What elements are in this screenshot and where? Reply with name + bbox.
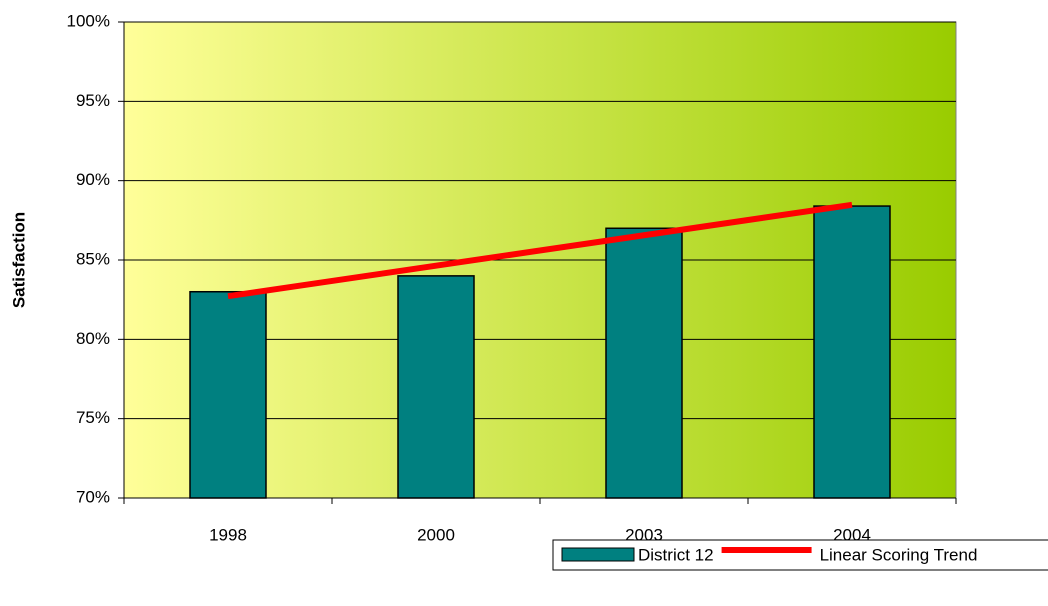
y-tick-label: 85% xyxy=(76,249,110,268)
bar xyxy=(605,227,683,499)
y-tick-label: 100% xyxy=(67,11,110,30)
trend-line xyxy=(227,201,853,300)
y-axis-label: Satisfaction xyxy=(9,212,28,308)
legend xyxy=(552,539,1048,571)
y-tick-label: 90% xyxy=(76,170,110,189)
bar xyxy=(189,290,267,499)
y-tick-label: 95% xyxy=(76,91,110,110)
legend-swatch xyxy=(561,547,635,562)
y-tick-label: 70% xyxy=(76,487,110,506)
x-tick-label: 2000 xyxy=(417,525,455,544)
bar xyxy=(397,275,475,499)
y-tick-label: 75% xyxy=(76,408,110,427)
x-tick-label: 1998 xyxy=(209,525,247,544)
legend-label: Linear Scoring Trend xyxy=(820,545,978,564)
legend-label: District 12 xyxy=(638,545,714,564)
bar xyxy=(813,205,891,499)
y-tick-label: 80% xyxy=(76,329,110,348)
